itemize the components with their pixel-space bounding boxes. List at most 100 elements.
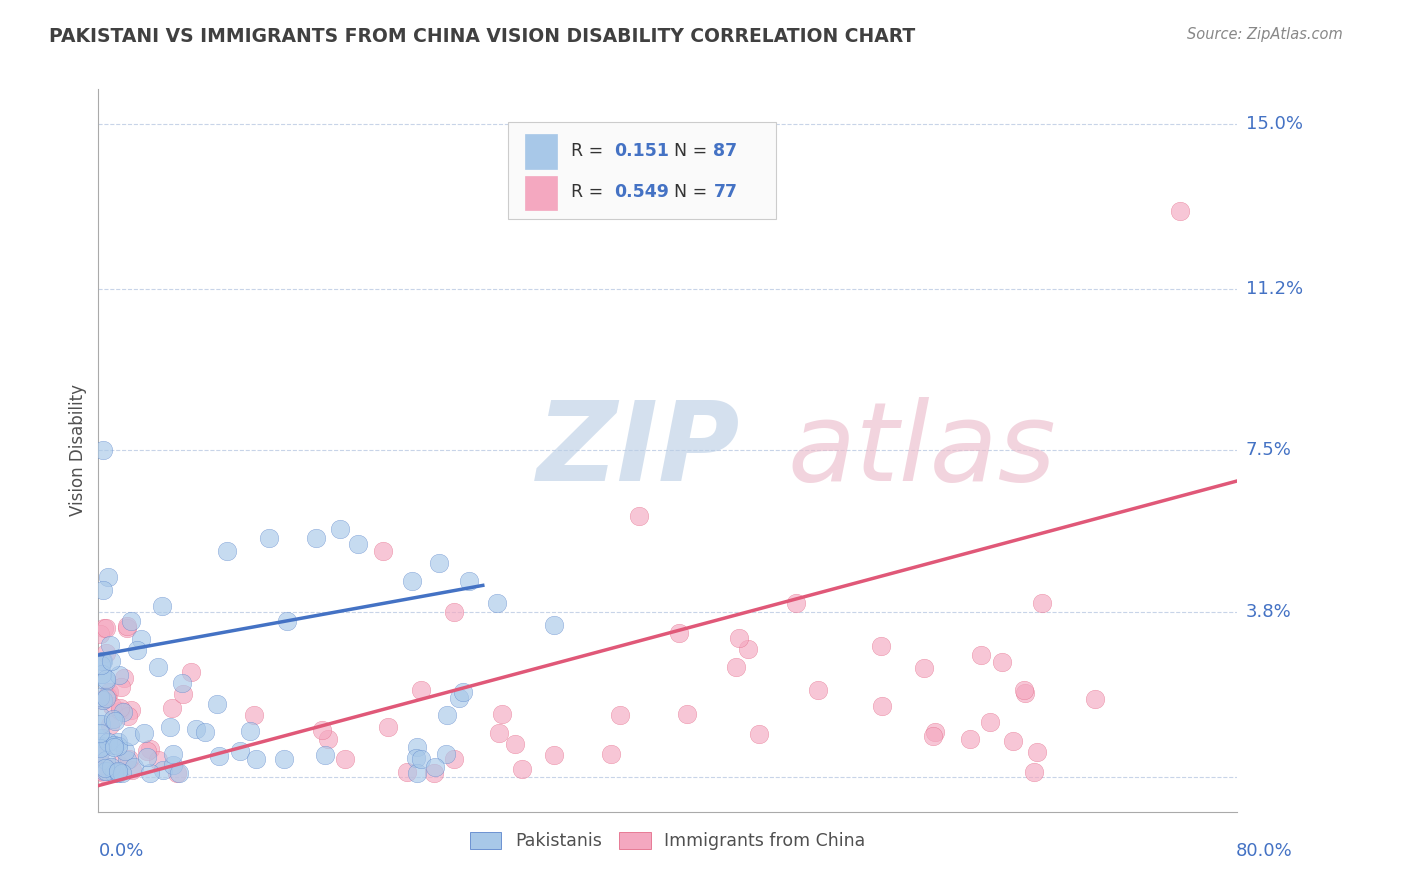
Point [107,735,129,749]
Point [1012,682,1035,697]
Point [97,570,120,584]
Point [96,689,118,703]
Point [94,761,117,775]
Point [422,765,444,780]
Point [135,749,157,764]
Text: 80.0%: 80.0% [1236,842,1294,860]
Point [543,617,565,632]
Point [311,723,333,738]
Point [89,740,111,755]
Point [103,740,125,755]
Point [101,712,124,726]
Point [121,763,143,777]
Point [676,706,699,721]
Point [427,556,450,570]
Text: N =: N = [673,142,707,160]
Point [406,740,429,755]
Point [406,765,429,780]
Point [242,707,264,722]
Point [806,683,828,698]
Point [970,648,993,662]
Point [91,443,114,458]
Point [748,727,770,741]
Point [89,708,111,723]
Point [94,764,117,778]
Point [107,667,129,681]
Point [132,726,155,740]
Point [668,626,690,640]
Point [96,753,118,767]
Point [107,764,129,779]
Point [110,681,132,695]
Text: 7.5%: 7.5% [1246,442,1292,459]
Bar [526,134,557,169]
Point [98,685,121,699]
Point [108,758,131,772]
Point [215,543,238,558]
Point [103,739,125,753]
Point [89,726,111,740]
Point [91,739,114,753]
Point [318,732,340,747]
Point [93,765,115,780]
Text: PAKISTANI VS IMMIGRANTS FROM CHINA VISION DISABILITY CORRELATION CHART: PAKISTANI VS IMMIGRANTS FROM CHINA VISIO… [49,27,915,45]
Point [724,660,747,674]
Point [205,697,228,711]
Point [110,765,132,780]
Point [159,720,181,734]
Point [785,596,807,610]
Point [922,729,945,743]
Text: 0.0%: 0.0% [98,842,143,860]
Point [90,716,112,731]
Point [138,765,160,780]
Point [160,701,183,715]
Text: 0.549: 0.549 [614,183,669,202]
Point [166,765,188,780]
Point [107,765,129,780]
Point [186,722,208,736]
Point [737,642,759,657]
Point [1014,686,1036,700]
Point [162,758,184,772]
Point [89,627,111,641]
Point [314,747,336,762]
Point [979,714,1001,729]
Point [172,687,194,701]
Point [89,764,111,779]
Point [90,693,112,707]
Point [609,707,631,722]
Point [91,758,114,772]
Point [600,747,623,761]
Text: ZIP: ZIP [537,397,741,504]
Point [1002,733,1025,747]
Point [167,765,190,780]
Point [115,621,138,635]
Point [100,760,122,774]
Point [447,690,470,705]
Point [94,620,117,634]
Point [117,709,139,723]
Point [100,764,122,778]
Point [93,622,115,636]
Point [396,764,419,779]
Point [239,724,262,739]
Point [259,531,281,545]
Point [150,599,173,613]
Point [1031,596,1053,610]
Point [208,748,231,763]
Point [273,752,295,766]
Point [90,654,112,668]
Text: 87: 87 [713,142,738,160]
Point [146,753,169,767]
Point [443,605,465,619]
Point [100,638,122,652]
Point [434,747,457,761]
Point [172,676,194,690]
Point [91,583,114,598]
Text: R =: R = [571,183,603,202]
Text: 77: 77 [713,183,737,202]
Point [118,752,141,766]
Point [401,574,423,588]
Point [443,752,465,766]
Point [453,685,475,699]
